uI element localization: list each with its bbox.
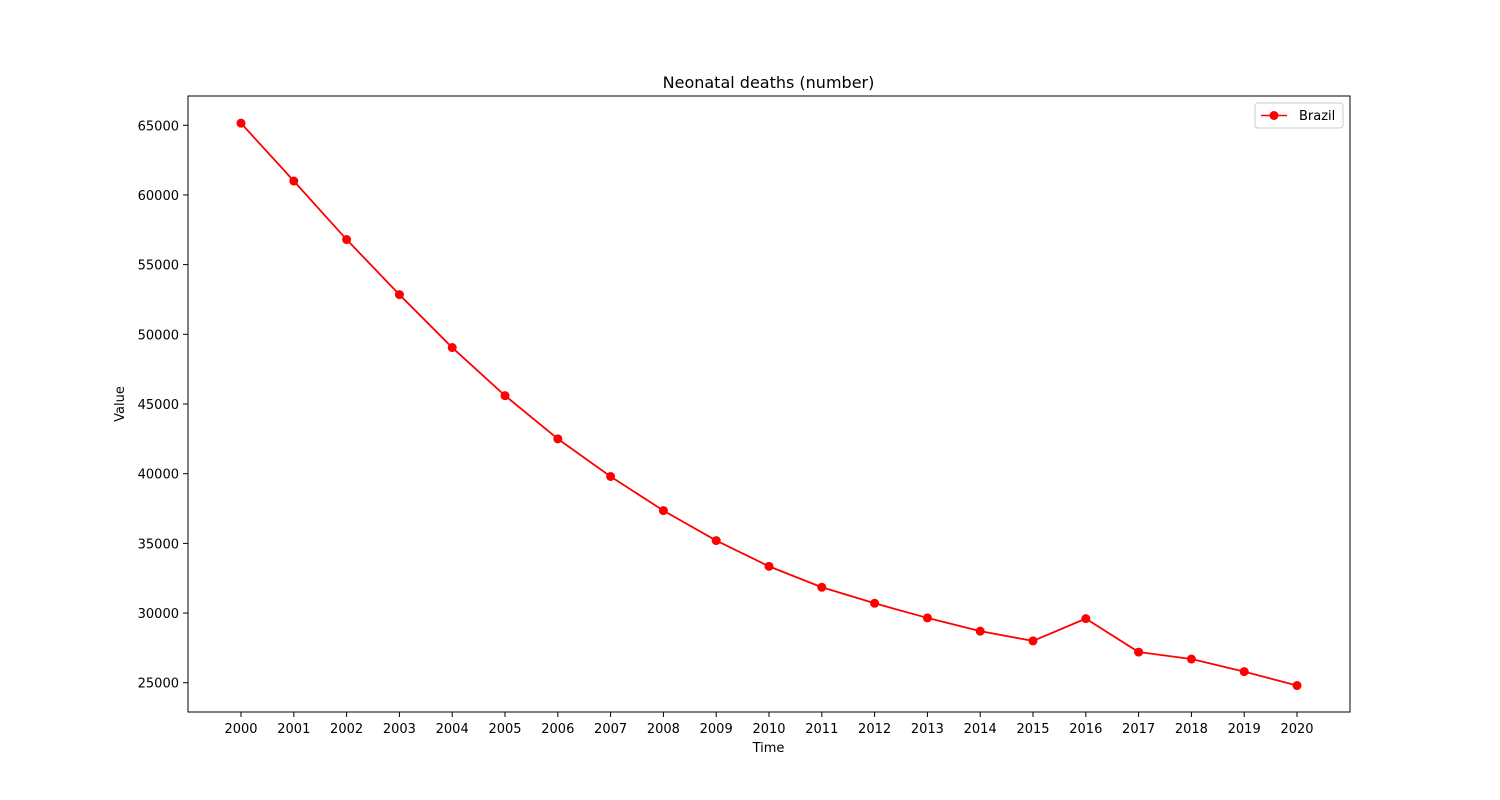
data-point xyxy=(922,613,932,623)
data-point xyxy=(1239,667,1249,677)
x-tick-label: 2010 xyxy=(752,722,785,737)
data-point xyxy=(870,598,880,608)
y-tick-label: 40000 xyxy=(138,468,179,483)
legend-box xyxy=(1254,102,1344,129)
y-tick-label: 45000 xyxy=(138,398,179,413)
plot-frame xyxy=(187,95,1351,713)
data-point xyxy=(1134,647,1144,657)
data-point xyxy=(500,391,510,401)
x-axis-ticks: 2000 2001 2002 2003 2004 2005 2006 2007 2008 2009… xyxy=(224,712,1314,737)
x-tick-label: 2017 xyxy=(1122,722,1155,737)
data-point xyxy=(289,176,299,186)
data-point xyxy=(1292,681,1302,691)
data-point xyxy=(1028,636,1038,646)
data-point xyxy=(553,434,563,444)
x-tick-label: 2014 xyxy=(964,722,997,737)
data-point xyxy=(236,118,246,128)
x-tick-label: 2009 xyxy=(700,722,733,737)
legend-label: Brazil xyxy=(1299,109,1335,124)
x-tick-label: 2000 xyxy=(224,722,257,737)
legend-marker-swatch xyxy=(1269,111,1279,120)
data-point xyxy=(1186,654,1196,664)
data-point xyxy=(342,235,352,245)
x-tick-label: 2015 xyxy=(1016,722,1049,737)
x-tick-label: 2019 xyxy=(1228,722,1261,737)
x-tick-label: 2001 xyxy=(277,722,310,737)
y-tick-label: 60000 xyxy=(138,189,179,204)
x-tick-label: 2007 xyxy=(594,722,627,737)
x-tick-label: 2002 xyxy=(330,722,363,737)
data-point xyxy=(1081,614,1091,624)
data-point xyxy=(711,536,721,546)
data-point xyxy=(817,582,827,592)
x-tick-label: 2008 xyxy=(647,722,680,737)
x-tick-label: 2011 xyxy=(805,722,838,737)
data-point xyxy=(447,343,457,353)
y-axis-label: Value xyxy=(113,386,128,422)
x-tick-label: 2016 xyxy=(1069,722,1102,737)
y-tick-label: 25000 xyxy=(138,677,179,692)
x-tick-label: 2013 xyxy=(911,722,944,737)
y-tick-label: 50000 xyxy=(138,328,179,343)
x-tick-label: 2005 xyxy=(488,722,521,737)
chart-title: Neonatal deaths (number) xyxy=(663,73,875,92)
y-tick-label: 65000 xyxy=(138,119,179,134)
x-tick-label: 2012 xyxy=(858,722,891,737)
legend: Brazil xyxy=(1254,102,1344,129)
x-tick-label: 2006 xyxy=(541,722,574,737)
series-line-brazil xyxy=(240,122,1298,687)
data-point xyxy=(658,506,668,516)
x-tick-label: 2020 xyxy=(1280,722,1313,737)
data-point xyxy=(606,471,616,481)
data-point xyxy=(394,290,404,300)
x-tick-label: 2003 xyxy=(383,722,416,737)
y-axis-ticks: 25000 30000 35000 40000 45000 50000 55000 60000… xyxy=(138,119,188,692)
y-tick-label: 35000 xyxy=(138,537,179,552)
data-point xyxy=(975,626,985,636)
x-tick-label: 2004 xyxy=(436,722,469,737)
x-axis-label: Time xyxy=(752,741,785,756)
y-tick-label: 30000 xyxy=(138,607,179,622)
x-tick-label: 2018 xyxy=(1175,722,1208,737)
plot-series xyxy=(236,118,1302,691)
y-tick-label: 55000 xyxy=(138,259,179,274)
data-point xyxy=(764,561,774,571)
